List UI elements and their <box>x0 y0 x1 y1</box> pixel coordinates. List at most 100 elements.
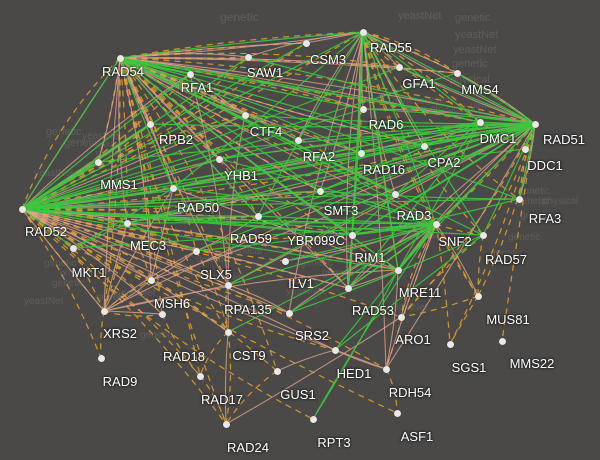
graph-node-mkt1[interactable] <box>69 244 77 252</box>
graph-node-snf2[interactable] <box>432 220 440 228</box>
graph-edge <box>351 198 520 236</box>
graph-node-cst9[interactable] <box>224 328 232 336</box>
graph-edge <box>227 223 437 333</box>
graph-edge <box>21 108 364 210</box>
graph-node-msh6[interactable] <box>147 276 155 284</box>
graph-node-csm3[interactable] <box>302 39 310 47</box>
graph-edge <box>362 31 479 297</box>
graph-edge <box>21 208 128 224</box>
graph-edge <box>435 223 451 345</box>
graph-edge <box>362 31 387 370</box>
graph-node-mms4[interactable] <box>453 69 461 77</box>
graph-edge <box>119 57 152 281</box>
graph-edge <box>72 223 437 249</box>
graph-edge <box>218 158 437 225</box>
graph-node-rad6[interactable] <box>359 105 367 113</box>
graph-node-xrs2[interactable] <box>100 307 108 315</box>
graph-node-yhb1[interactable] <box>215 155 223 163</box>
node-label-ddc1: DDC1 <box>527 158 563 173</box>
graph-node-cpa2[interactable] <box>420 142 428 150</box>
graph-node-ilv1[interactable] <box>281 257 289 265</box>
graph-node-rad53[interactable] <box>344 284 352 292</box>
node-label-mms1: MMS1 <box>100 177 138 192</box>
graph-edge <box>119 57 536 125</box>
graph-node-rpa135[interactable] <box>224 281 232 289</box>
graph-edge <box>21 31 364 210</box>
graph-node-rad17[interactable] <box>196 372 204 380</box>
graph-node-rfa3[interactable] <box>515 195 523 203</box>
graph-edge <box>456 72 536 125</box>
graph-edge <box>227 123 536 286</box>
graph-edge <box>435 223 479 297</box>
graph-node-rpt3[interactable] <box>309 415 317 423</box>
graph-edge <box>257 31 364 217</box>
graph-edge <box>362 31 437 225</box>
graph-node-srs2[interactable] <box>285 309 293 317</box>
graph-edge <box>400 234 484 318</box>
graph-edge <box>225 331 232 425</box>
graph-edge <box>119 31 364 59</box>
node-label-rad3: RAD3 <box>396 208 432 223</box>
graph-node-rpb2[interactable] <box>146 120 154 128</box>
graph-node-rad9[interactable] <box>97 354 105 362</box>
graph-edge <box>362 31 399 271</box>
graph-node-rad3[interactable] <box>391 190 399 198</box>
graph-edge <box>119 57 364 110</box>
graph-node-mms1[interactable] <box>94 158 102 166</box>
graph-node-rad50[interactable] <box>169 184 177 192</box>
graph-node-dmc1[interactable] <box>476 118 484 126</box>
graph-node-rad55[interactable] <box>359 28 367 36</box>
graph-node-smt3[interactable] <box>316 187 324 195</box>
node-label-mms4: MMS4 <box>461 82 499 97</box>
graph-node-mus81[interactable] <box>474 292 482 300</box>
graph-edge <box>21 208 402 318</box>
graph-node-rad54[interactable] <box>116 54 124 62</box>
graph-node-gfa1[interactable] <box>395 63 403 71</box>
graph-edge <box>334 234 484 351</box>
graph-edge <box>435 123 536 225</box>
graph-node-rad18[interactable] <box>158 310 166 318</box>
graph-node-saw1[interactable] <box>244 53 252 61</box>
graph-node-asf1[interactable] <box>393 409 401 417</box>
graph-node-rfa1[interactable] <box>186 70 194 78</box>
node-label-rad50: RAD50 <box>177 200 219 215</box>
node-label-rad53: RAD53 <box>352 303 394 318</box>
node-label-mms22: MMS22 <box>509 356 555 371</box>
graph-node-sgs1[interactable] <box>446 340 454 348</box>
node-label-ybr099c: YBR099C <box>287 233 345 248</box>
graph-edge <box>21 114 246 210</box>
graph-node-mec3[interactable] <box>123 219 131 227</box>
graph-node-rad16[interactable] <box>357 149 365 157</box>
graph-edge <box>21 208 336 351</box>
graph-edge <box>119 57 362 154</box>
graph-node-rad59[interactable] <box>254 212 262 220</box>
node-label-saw1: SAW1 <box>246 65 284 80</box>
graph-node-ctf4[interactable] <box>241 111 249 119</box>
node-label-hed1: HED1 <box>336 366 372 381</box>
graph-node-aro1[interactable] <box>397 313 405 321</box>
graph-edge <box>103 222 128 312</box>
graph-node-mms22[interactable] <box>498 337 506 345</box>
graph-node-rfa2[interactable] <box>294 136 302 144</box>
graph-edge <box>119 57 299 141</box>
node-label-rad9: RAD9 <box>102 374 138 389</box>
graph-node-slx5[interactable] <box>192 247 200 255</box>
graph-node-ddc1[interactable] <box>521 145 529 153</box>
graph-edge <box>126 123 536 224</box>
graph-node-hed1[interactable] <box>331 346 339 354</box>
graph-node-rad57[interactable] <box>479 231 487 239</box>
graph-node-gus1[interactable] <box>273 367 281 375</box>
graph-node-rad24[interactable] <box>222 420 230 428</box>
graph-node-mre11[interactable] <box>394 266 402 274</box>
graph-node-rad52[interactable] <box>18 205 26 213</box>
graph-edge <box>195 250 229 333</box>
graph-edge <box>225 370 278 425</box>
graph-node-rim1[interactable] <box>348 231 356 239</box>
graph-node-rad51[interactable] <box>531 120 539 128</box>
graph-edge <box>119 57 197 252</box>
graph-node-rdh54[interactable] <box>382 365 390 373</box>
graph-edge <box>103 269 399 312</box>
node-label-rad6: RAD6 <box>368 117 404 132</box>
